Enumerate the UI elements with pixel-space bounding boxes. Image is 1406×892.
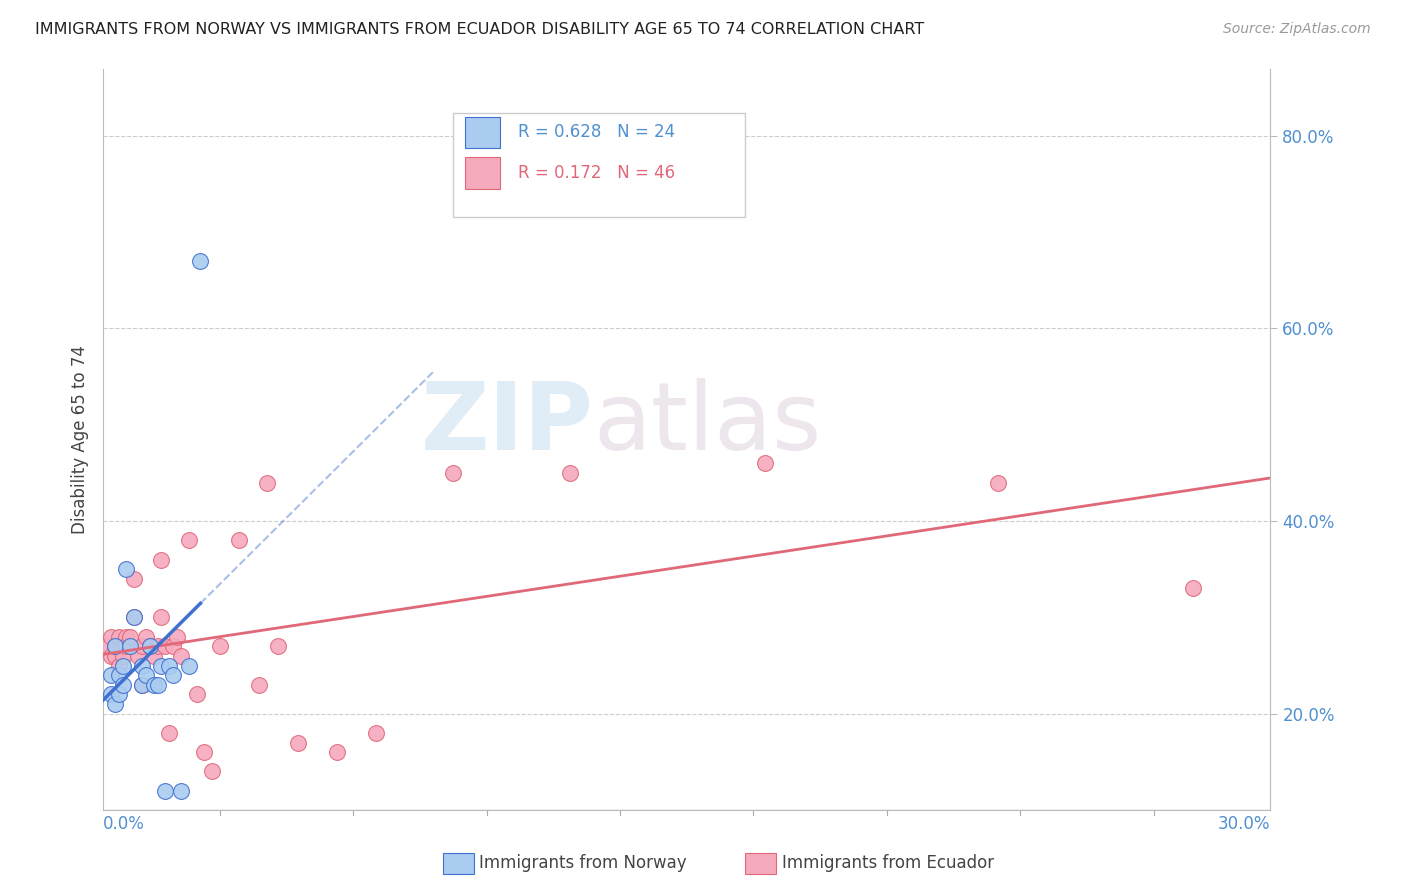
Bar [465,117,501,148]
Point [120,630,142,644]
Point [96,639,118,653]
Text: 0.0%: 0.0% [103,814,145,833]
Point [100,648,122,663]
Point [364,726,387,740]
Point [107,630,129,644]
Point [170,648,193,663]
Point [287,735,309,749]
Text: Immigrants from Ecuador: Immigrants from Ecuador [782,855,994,872]
Bar [465,158,501,188]
Point [115,562,138,576]
Point [193,745,215,759]
Point [131,678,153,692]
Point [162,639,184,653]
FancyBboxPatch shape [453,113,745,217]
Point [122,572,145,586]
Point [107,658,129,673]
Point [150,610,173,624]
Text: Immigrants from Norway: Immigrants from Norway [479,855,688,872]
Text: Source: ZipAtlas.com: Source: ZipAtlas.com [1223,22,1371,37]
Text: ZIP: ZIP [420,378,593,470]
Point [441,466,464,480]
Point [267,639,290,653]
Point [104,697,127,711]
Text: R = 0.172   N = 46: R = 0.172 N = 46 [517,164,675,182]
Point [247,678,270,692]
Point [122,610,145,624]
Point [146,678,169,692]
Point [186,687,208,701]
Point [558,466,581,480]
Text: atlas: atlas [593,378,821,470]
Point [157,726,180,740]
Point [131,678,153,692]
Point [228,533,250,548]
Point [146,639,169,653]
Point [115,630,138,644]
Point [256,475,278,490]
Point [131,639,153,653]
Point [111,678,134,692]
Point [166,630,188,644]
Point [100,687,122,701]
Point [135,630,157,644]
Point [754,456,776,470]
Point [111,658,134,673]
Point [150,552,173,566]
Text: 30.0%: 30.0% [1218,814,1271,833]
Point [115,639,138,653]
Point [111,639,134,653]
Point [142,648,165,663]
Point [139,639,162,653]
Point [104,639,127,653]
Point [122,610,145,624]
Text: R = 0.628   N = 24: R = 0.628 N = 24 [517,123,675,141]
Point [100,668,122,682]
Point [157,658,180,673]
Point [120,639,142,653]
Point [155,783,177,797]
Point [177,658,200,673]
Point [325,745,347,759]
Point [104,639,127,653]
Text: IMMIGRANTS FROM NORWAY VS IMMIGRANTS FROM ECUADOR DISABILITY AGE 65 TO 74 CORREL: IMMIGRANTS FROM NORWAY VS IMMIGRANTS FRO… [35,22,924,37]
Point [208,639,231,653]
Point [142,678,165,692]
Point [150,658,173,673]
Point [201,764,224,779]
Point [190,254,212,268]
Point [131,658,153,673]
Point [139,639,162,653]
Point [135,668,157,682]
Point [127,648,149,663]
Point [177,533,200,548]
Point [155,639,177,653]
Point [107,687,129,701]
Point [162,668,184,682]
Point [107,668,129,682]
Point [170,783,193,797]
Point [987,475,1010,490]
Point [120,639,142,653]
Point [100,630,122,644]
Y-axis label: Disability Age 65 to 74: Disability Age 65 to 74 [72,345,89,533]
Point [111,648,134,663]
Point [1181,582,1204,596]
Point [104,648,127,663]
